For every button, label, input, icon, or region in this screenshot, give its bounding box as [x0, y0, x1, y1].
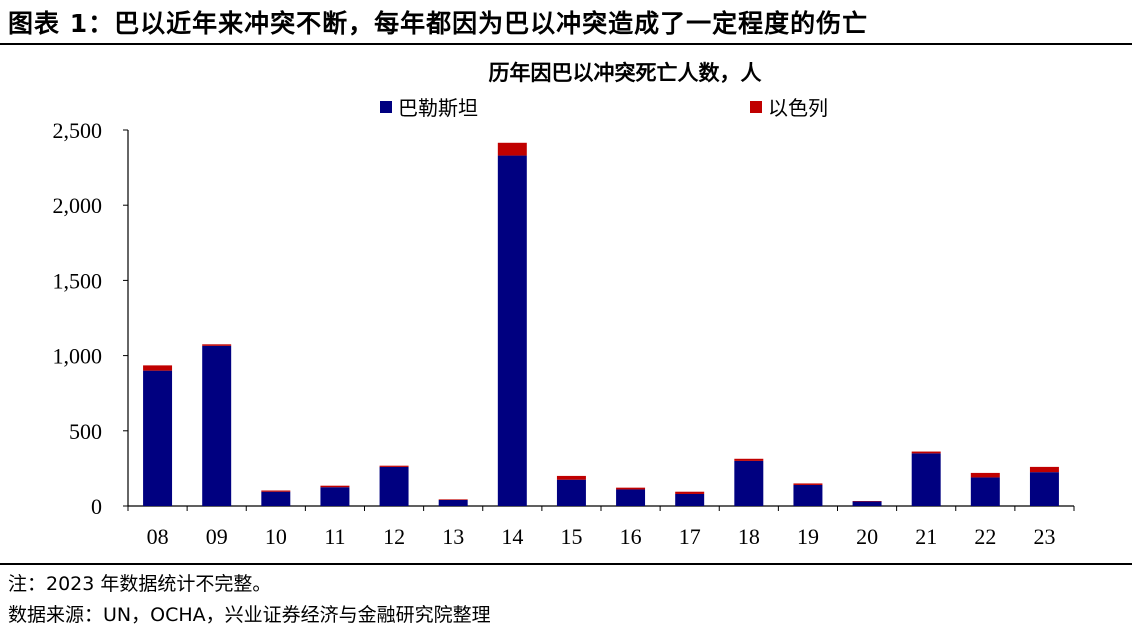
bar-palestine-08 — [143, 370, 173, 506]
bar-israel-16 — [616, 487, 646, 490]
bar-palestine-13 — [438, 499, 468, 506]
legend: 巴勒斯坦 以色列 — [380, 96, 828, 120]
bar-palestine-22 — [970, 477, 1000, 506]
x-tick-label: 18 — [738, 524, 760, 549]
legend-label-palestine: 巴勒斯坦 — [398, 96, 478, 120]
x-tick-label: 12 — [383, 524, 405, 549]
bottom-rule — [0, 563, 1132, 565]
bar-israel-08 — [143, 365, 173, 371]
bar-israel-09 — [202, 344, 232, 346]
bar-israel-15 — [556, 475, 586, 480]
bar-israel-19 — [793, 483, 823, 485]
bar-palestine-16 — [616, 489, 646, 506]
bar-palestine-15 — [556, 479, 586, 506]
x-axis-ticks: 08 09 10 11 12 13 14 15 16 17 18 19 20 21 22 23 — [127, 506, 1075, 549]
x-tick-label: 20 — [856, 524, 878, 549]
x-tick-label: 14 — [501, 524, 523, 549]
x-tick-label: 23 — [1033, 524, 1055, 549]
x-tick-label: 09 — [206, 524, 228, 549]
bar-palestine-18 — [734, 460, 764, 506]
bar-israel-23 — [1029, 466, 1059, 473]
top-rule — [0, 43, 1132, 45]
y-tick-label: 1,000 — [53, 344, 103, 369]
bar-israel-11 — [320, 485, 350, 488]
legend-swatch-israel — [750, 101, 762, 113]
legend-label-israel: 以色列 — [768, 96, 828, 120]
legend-swatch-palestine — [380, 101, 392, 113]
x-tick-label: 21 — [915, 524, 937, 549]
bar-israel-14 — [497, 142, 527, 156]
bar-palestine-20 — [852, 501, 882, 506]
x-tick-label: 22 — [974, 524, 996, 549]
bar-palestine-23 — [1029, 472, 1059, 506]
source-note: 数据来源：UN，OCHA，兴业证券经济与金融研究院整理 — [8, 604, 491, 626]
bar-palestine-17 — [675, 493, 705, 506]
bars — [143, 142, 1059, 506]
bar-palestine-09 — [202, 345, 232, 506]
bar-israel-10 — [261, 490, 291, 492]
x-tick-label: 16 — [620, 524, 642, 549]
y-tick-label: 1,500 — [53, 268, 103, 293]
y-tick-label: 0 — [91, 494, 102, 519]
bar-chart: 历年因巴以冲突死亡人数，人 巴勒斯坦 以色列 0 500 1,000 1,500 2,0… — [53, 61, 1075, 549]
y-tick-label: 2,000 — [53, 193, 103, 218]
bar-israel-21 — [911, 451, 941, 454]
y-tick-label: 500 — [69, 419, 102, 444]
x-tick-label: 11 — [324, 524, 345, 549]
bar-israel-17 — [675, 491, 705, 494]
chart-title: 历年因巴以冲突死亡人数，人 — [489, 61, 762, 85]
x-tick-label: 10 — [265, 524, 287, 549]
bar-palestine-12 — [379, 466, 409, 506]
x-tick-label: 08 — [147, 524, 169, 549]
figure-title: 图表 1：巴以近年来冲突不断，每年都因为巴以冲突造成了一定程度的伤亡 — [8, 9, 869, 38]
x-tick-label: 13 — [442, 524, 464, 549]
bar-palestine-10 — [261, 491, 291, 506]
bar-palestine-14 — [497, 155, 527, 506]
y-tick-label: 2,500 — [53, 118, 103, 143]
bar-israel-12 — [379, 465, 409, 467]
bar-israel-22 — [970, 472, 1000, 478]
x-tick-label: 17 — [679, 524, 701, 549]
bar-israel-18 — [734, 458, 764, 461]
y-axis-ticks: 0 500 1,000 1,500 2,000 2,500 — [53, 118, 128, 519]
x-tick-label: 15 — [560, 524, 582, 549]
bar-israel-13 — [438, 499, 468, 500]
x-tick-label: 19 — [797, 524, 819, 549]
footnote: 注：2023 年数据统计不完整。 — [8, 573, 272, 595]
bar-palestine-21 — [911, 453, 941, 506]
bar-palestine-11 — [320, 487, 350, 506]
bar-palestine-19 — [793, 484, 823, 506]
